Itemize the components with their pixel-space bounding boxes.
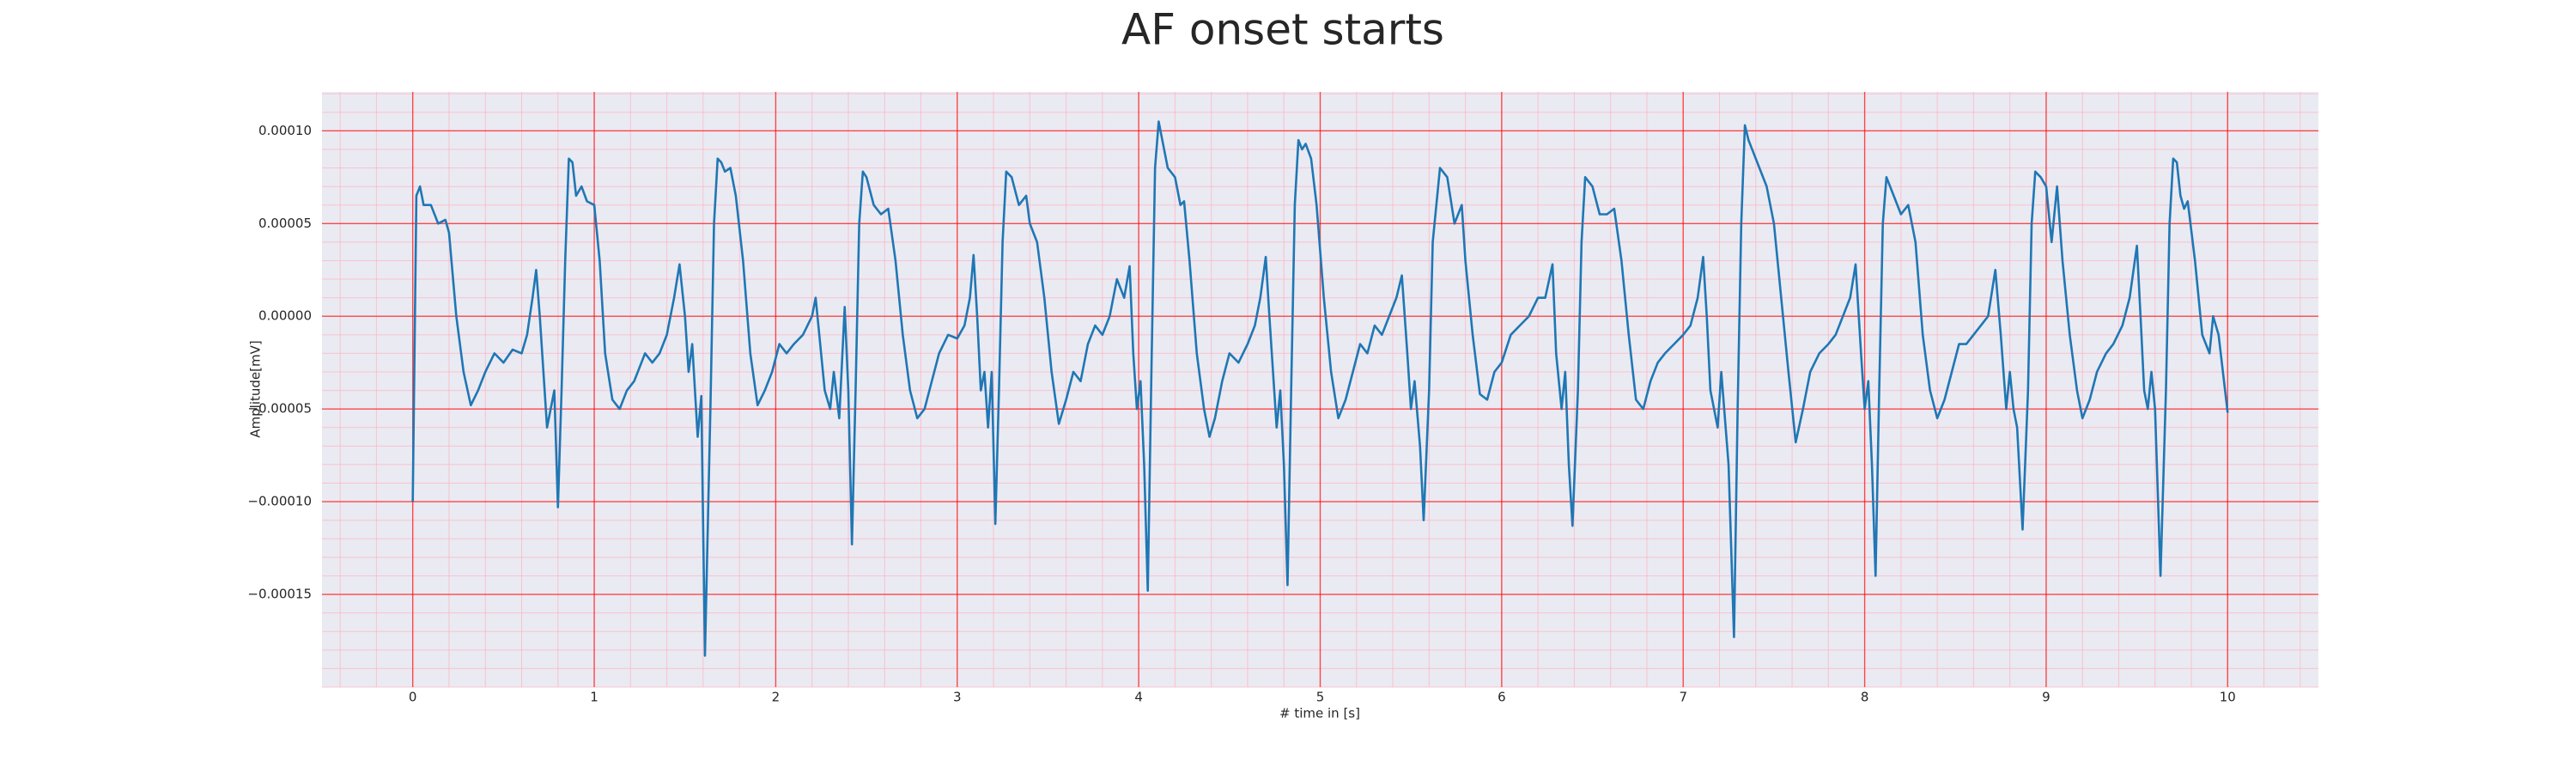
chart-title: AF onset starts [1121,5,1444,55]
x-axis-label: # time in [s] [1279,706,1360,721]
x-tick-label: 2 [772,690,781,705]
y-axis-label: Amplitude[mV] [248,340,264,437]
y-tick-label: 0.00000 [258,308,312,324]
x-tick-label: 8 [1861,690,1869,705]
x-tick-label: 4 [1134,690,1143,705]
y-tick-label: 0.00005 [258,216,312,231]
x-tick-label: 6 [1498,690,1506,705]
x-tick-label: 9 [2042,690,2050,705]
y-tick-label: −0.00015 [247,587,312,602]
y-tick-label: −0.00005 [247,401,312,417]
x-tick-label: 10 [2220,690,2236,705]
line-series [411,120,2229,657]
x-tick-label: 7 [1679,690,1687,705]
y-tick-label: −0.00010 [247,494,312,509]
x-tick-label: 5 [1316,690,1325,705]
x-tick-label: 0 [409,690,417,705]
grid [322,92,2318,688]
y-tick-label: 0.00010 [258,123,312,138]
x-tick-label: 3 [953,690,962,705]
x-tick-label: 1 [590,690,598,705]
